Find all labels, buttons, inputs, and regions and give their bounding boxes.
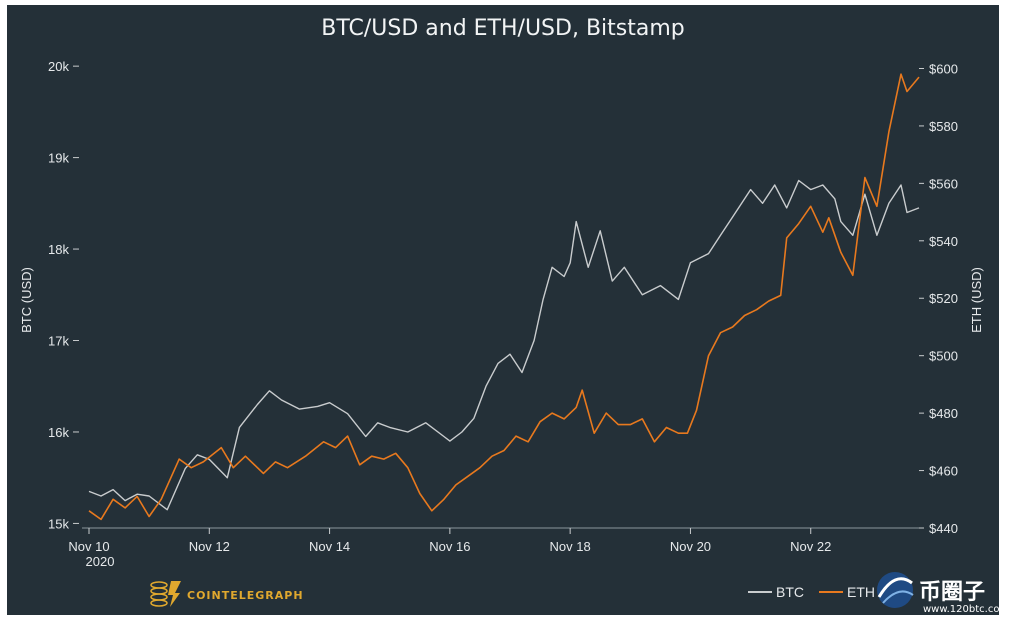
legend-eth-label: ETH bbox=[847, 584, 875, 600]
x-tick-label: Nov 16 bbox=[429, 539, 470, 554]
watermark-120btc: 币圈子 www.120btc.com bbox=[877, 572, 999, 615]
y-right-tick-label: $480 bbox=[929, 406, 958, 421]
y-right-tick-label: $600 bbox=[929, 61, 958, 76]
x-tick-label: Nov 14 bbox=[309, 539, 350, 554]
y-right-tick-label: $520 bbox=[929, 291, 958, 306]
x-tick-label: Nov 10 bbox=[68, 539, 109, 554]
coin-stack-icon bbox=[150, 581, 181, 607]
y-right-tick-label: $500 bbox=[929, 349, 958, 364]
chart-svg: BTC/USD and ETH/USD, Bitstamp BTC (USD) … bbox=[19, 16, 999, 615]
x-tick-label: Nov 22 bbox=[790, 539, 831, 554]
y-right-axis-title: ETH (USD) bbox=[969, 267, 984, 333]
watermark-globe-icon bbox=[877, 572, 914, 608]
watermark-url: www.120btc.com bbox=[923, 604, 999, 615]
x-tick-label: Nov 20 bbox=[670, 539, 711, 554]
y-left-tick-label: 17k bbox=[48, 334, 69, 349]
cointelegraph-wordmark: COINTELEGRAPH bbox=[187, 589, 304, 602]
y-right-tick-label: $580 bbox=[929, 119, 958, 134]
y-left-tick-label: 16k bbox=[48, 425, 69, 440]
y-left-tick-label: 20k bbox=[48, 59, 69, 74]
cointelegraph-logo: COINTELEGRAPH bbox=[150, 581, 304, 607]
chart-title: BTC/USD and ETH/USD, Bitstamp bbox=[321, 16, 684, 41]
y-left-tick-label: 18k bbox=[48, 242, 69, 257]
y-right-tick-label: $460 bbox=[929, 464, 958, 479]
y-left-axis-title: BTC (USD) bbox=[19, 267, 34, 333]
x-ticks: Nov 10 Nov 12 Nov 14 Nov 16 Nov 18 Nov 20 Nov … bbox=[68, 528, 831, 554]
y-right-tick-label: $440 bbox=[929, 521, 958, 536]
legend: BTC ETH bbox=[748, 584, 875, 600]
eth-series-line bbox=[88, 73, 920, 521]
y-left-ticks: 15k 16k 17k 18k 19k 20k bbox=[48, 59, 79, 531]
btc-series-line bbox=[88, 179, 920, 511]
x-tick-label: Nov 18 bbox=[550, 539, 591, 554]
chart-panel: BTC/USD and ETH/USD, Bitstamp BTC (USD) … bbox=[7, 5, 999, 615]
y-right-tick-label: $560 bbox=[929, 176, 958, 191]
y-right-tick-label: $540 bbox=[929, 234, 958, 249]
watermark-title: 币圈子 bbox=[919, 580, 985, 605]
y-left-tick-label: 19k bbox=[48, 151, 69, 166]
x-year-label: 2020 bbox=[86, 554, 115, 569]
y-right-ticks: $440 $460 $480 $500 $520 $540 $560 $580 $600 bbox=[919, 61, 958, 536]
y-left-tick-label: 15k bbox=[48, 516, 69, 531]
x-tick-label: Nov 12 bbox=[189, 539, 230, 554]
legend-btc-label: BTC bbox=[776, 584, 804, 600]
